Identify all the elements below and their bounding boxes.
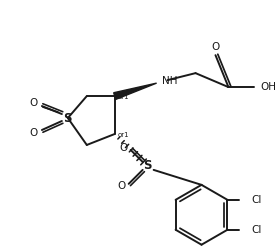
Text: Cl: Cl (251, 225, 262, 235)
Text: O: O (211, 42, 220, 52)
Text: OH: OH (260, 82, 276, 92)
Text: O: O (120, 143, 128, 153)
Polygon shape (114, 83, 157, 99)
Text: O: O (30, 98, 38, 108)
Text: Cl: Cl (251, 195, 262, 205)
Text: O: O (118, 181, 126, 191)
Text: or1: or1 (118, 94, 129, 100)
Text: or1: or1 (118, 132, 129, 138)
Text: O: O (30, 128, 38, 138)
Text: S: S (143, 160, 152, 172)
Text: S: S (64, 112, 72, 124)
Text: NH: NH (162, 76, 177, 86)
